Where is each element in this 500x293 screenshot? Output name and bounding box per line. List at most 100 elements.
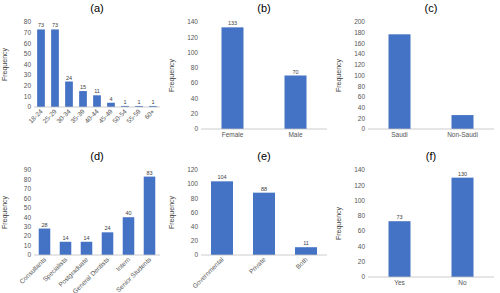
y-tick-label: 40 bbox=[358, 243, 366, 250]
y-tick-label: 20 bbox=[358, 258, 366, 265]
data-label: 28 bbox=[41, 222, 47, 228]
bar bbox=[51, 29, 59, 107]
y-tick-label: 40 bbox=[24, 214, 32, 221]
x-tick-label: 35-39 bbox=[69, 107, 86, 124]
y-tick-label: 40 bbox=[358, 104, 366, 111]
data-label: 133 bbox=[228, 20, 237, 26]
data-label: 15 bbox=[80, 84, 86, 90]
y-tick-label: 40 bbox=[24, 61, 32, 68]
y-tick-label: 60 bbox=[191, 209, 199, 216]
y-tick-label: 60 bbox=[191, 79, 199, 86]
data-label: 24 bbox=[66, 75, 72, 81]
bar bbox=[37, 29, 45, 107]
bar bbox=[93, 95, 101, 107]
y-tick-label: 70 bbox=[24, 29, 32, 36]
data-label: 104 bbox=[217, 174, 226, 180]
y-axis-label: Frequency bbox=[335, 206, 343, 240]
panel-title: (e) bbox=[257, 150, 270, 162]
bars bbox=[39, 177, 156, 255]
y-tick-label: 70 bbox=[24, 185, 32, 192]
x-tick-label: Intern bbox=[115, 255, 132, 272]
panel: (c)Frequency020406080100120140160180200S… bbox=[335, 2, 494, 138]
x-tick-label: Private bbox=[247, 255, 267, 275]
x-tick-label: Male bbox=[288, 131, 302, 138]
data-label: 130 bbox=[458, 171, 467, 177]
bars bbox=[389, 178, 474, 277]
y-tick-label: 80 bbox=[358, 212, 366, 219]
y-tick-label: 20 bbox=[358, 115, 366, 122]
y-tick-label: 180 bbox=[354, 29, 365, 36]
x-axis bbox=[34, 255, 160, 256]
y-tick-label: 20 bbox=[24, 82, 32, 89]
y-tick-label: 140 bbox=[187, 18, 198, 25]
y-tick-label: 10 bbox=[24, 242, 32, 249]
y-tick-label: 120 bbox=[187, 166, 198, 173]
data-label: 88 bbox=[261, 186, 267, 192]
y-tick-label: 0 bbox=[361, 273, 365, 280]
bar bbox=[81, 242, 93, 255]
y-tick-label: 50 bbox=[24, 204, 32, 211]
x-tick-label: 50-54 bbox=[111, 107, 128, 124]
y-tick-label: 20 bbox=[191, 237, 199, 244]
panel: (f)Frequency02040608010012014073130YesNo bbox=[335, 150, 494, 286]
bars bbox=[211, 181, 317, 255]
y-tick-label: 80 bbox=[191, 64, 199, 71]
x-axis bbox=[201, 255, 327, 256]
x-tick-label: 18-24 bbox=[27, 107, 44, 124]
bar bbox=[79, 91, 87, 107]
bar bbox=[222, 27, 244, 129]
x-tick-label: Non-Saudi bbox=[447, 131, 478, 138]
x-tick-label: 25-29 bbox=[41, 107, 58, 124]
x-axis bbox=[368, 129, 494, 130]
x-tick-label: 40-44 bbox=[83, 107, 100, 124]
x-tick-label: Saudi bbox=[391, 131, 408, 138]
bar bbox=[452, 115, 474, 129]
x-tick-label: Governmental bbox=[191, 255, 225, 289]
panel-title: (b) bbox=[257, 2, 270, 14]
y-tick-label: 0 bbox=[27, 251, 31, 258]
x-axis bbox=[368, 277, 494, 278]
panel-title: (c) bbox=[425, 2, 438, 14]
y-tick-label: 140 bbox=[354, 50, 365, 57]
y-axis-label: Frequency bbox=[168, 58, 176, 92]
bar bbox=[253, 193, 275, 255]
y-tick-label: 100 bbox=[354, 72, 365, 79]
x-tick-label: 45-49 bbox=[97, 107, 114, 124]
y-axis-label: Frequency bbox=[1, 195, 9, 229]
y-tick-label: 200 bbox=[354, 18, 365, 25]
y-tick-label: 50 bbox=[24, 50, 32, 57]
y-tick-label: 80 bbox=[191, 195, 199, 202]
x-tick-label: 30-34 bbox=[55, 107, 72, 124]
y-tick-label: 100 bbox=[187, 49, 198, 56]
data-label: 70 bbox=[292, 69, 298, 75]
y-tick-label: 0 bbox=[194, 251, 198, 258]
bar bbox=[211, 181, 233, 255]
x-tick-label: Both bbox=[294, 255, 309, 270]
data-label: 73 bbox=[38, 22, 44, 28]
panel: (b)Frequency02040608010012014013370Femal… bbox=[168, 2, 327, 138]
bar bbox=[65, 82, 73, 108]
data-label: 24 bbox=[104, 225, 110, 231]
x-tick-label: General Dentists bbox=[71, 255, 111, 293]
y-tick-label: 60 bbox=[358, 227, 366, 234]
x-tick-label: No bbox=[458, 279, 467, 286]
bars bbox=[389, 34, 474, 129]
data-label: 1 bbox=[123, 99, 126, 105]
figure: (a)Frequency0102030405060708073732415114… bbox=[0, 0, 500, 293]
bar bbox=[389, 221, 411, 277]
bar bbox=[107, 103, 115, 107]
y-axis-label: Frequency bbox=[168, 195, 176, 229]
panel: (a)Frequency0102030405060708073732415114… bbox=[1, 2, 160, 124]
bar bbox=[452, 178, 474, 277]
data-label: 1 bbox=[137, 99, 140, 105]
bar bbox=[144, 177, 156, 255]
bar bbox=[60, 242, 72, 255]
bar bbox=[39, 229, 51, 255]
y-tick-label: 10 bbox=[24, 93, 32, 100]
x-tick-label: Yes bbox=[394, 279, 405, 286]
y-tick-label: 90 bbox=[24, 166, 32, 173]
y-tick-label: 120 bbox=[354, 61, 365, 68]
data-label: 73 bbox=[396, 214, 402, 220]
x-tick-label: Senior Students bbox=[115, 255, 153, 293]
y-tick-label: 40 bbox=[191, 95, 199, 102]
